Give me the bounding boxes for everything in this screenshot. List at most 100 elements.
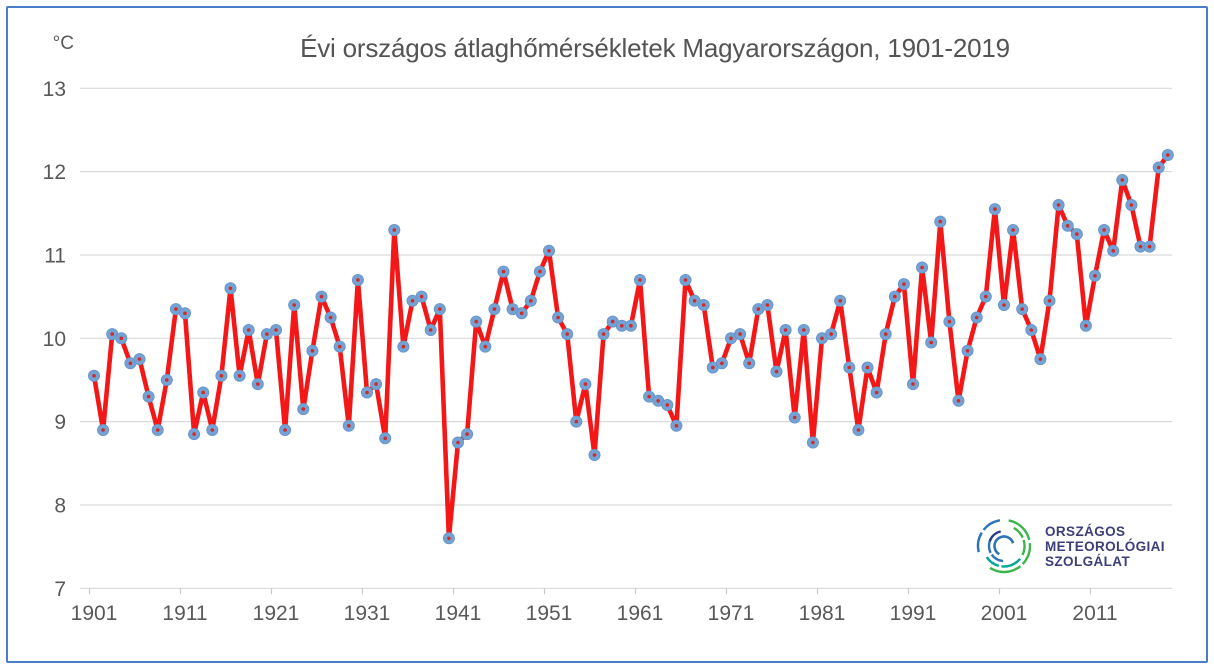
data-point-marker-dot	[811, 440, 815, 445]
x-axis-tick-label: 1911	[162, 602, 207, 625]
y-axis-tick-label: 9	[54, 411, 66, 434]
data-point-marker-dot	[174, 307, 178, 311]
y-axis-unit-label: °C	[52, 33, 74, 54]
data-point-marker-dot	[192, 432, 196, 436]
data-point-marker-dot	[328, 315, 333, 320]
data-point-marker-dot	[1029, 328, 1034, 332]
omsz-logo: ORSZÁGOS METEOROLÓGIAI SZOLGÁLAT	[974, 516, 1165, 576]
x-axis-tick-label: 2001	[981, 602, 1028, 625]
data-point-marker-dot	[492, 307, 497, 311]
data-point-marker-dot	[610, 319, 615, 324]
data-point-marker-dot	[374, 382, 378, 386]
logo-text-line-1: ORSZÁGOS	[1045, 523, 1126, 539]
data-point-marker-dot	[902, 282, 906, 286]
data-point-marker-dot	[219, 374, 224, 378]
data-point-marker-dot	[601, 332, 606, 336]
data-point-marker-dot	[547, 249, 551, 253]
data-point-marker-dot	[829, 332, 833, 336]
data-point-marker-dot	[1047, 299, 1052, 303]
data-point-marker-dot	[137, 357, 142, 361]
data-point-marker-dot	[974, 315, 979, 320]
data-point-marker-dot	[447, 536, 451, 541]
data-point-marker-dot	[310, 349, 315, 353]
data-point-marker-dot	[510, 307, 515, 311]
data-point-marker-dot	[319, 294, 324, 299]
data-point-marker-dot	[647, 394, 651, 399]
x-axis-tick-label: 1951	[526, 602, 573, 625]
data-point-marker-dot	[392, 228, 397, 232]
data-point-marker-dot	[938, 219, 943, 224]
data-point-marker-dot	[1084, 324, 1088, 328]
data-point-marker-dot	[101, 428, 105, 432]
data-point-marker-dot	[620, 324, 624, 328]
data-point-marker-dot	[683, 278, 688, 282]
data-point-marker-dot	[1065, 224, 1070, 228]
data-point-marker-dot	[965, 349, 970, 353]
y-axis-tick-label: 13	[43, 78, 66, 101]
data-point-marker-dot	[1111, 249, 1115, 253]
data-point-marker-dot	[1120, 178, 1125, 182]
data-point-marker-dot	[665, 403, 670, 407]
data-point-marker-dot	[765, 303, 770, 307]
data-point-marker-dot	[802, 328, 806, 332]
data-point-marker-dot	[756, 307, 761, 311]
data-point-marker-dot	[865, 365, 870, 370]
data-point-marker-dot	[984, 294, 988, 299]
data-point-marker-dot	[283, 428, 287, 432]
data-point-marker-dot	[1011, 228, 1015, 232]
data-point-marker-dot	[838, 299, 842, 303]
data-point-marker-dot	[874, 390, 879, 395]
data-point-marker-dot	[519, 311, 524, 316]
data-point-marker-dot	[1002, 303, 1006, 307]
y-axis-tick-label: 10	[43, 328, 66, 351]
data-point-marker-dot	[774, 369, 779, 374]
data-point-marker-dot	[592, 453, 597, 457]
data-point-marker-dot	[401, 344, 406, 349]
data-point-marker-dot	[1147, 244, 1152, 249]
y-axis-tick-label: 8	[54, 494, 66, 517]
data-point-marker-dot	[1166, 153, 1170, 157]
data-point-marker-dot	[638, 278, 642, 282]
data-point-marker-dot	[301, 407, 306, 411]
data-point-marker-dot	[1156, 165, 1161, 170]
data-point-marker-dot	[383, 436, 388, 441]
y-axis-tick-label: 11	[44, 244, 66, 267]
x-axis-tick-label: 1961	[617, 602, 664, 625]
x-axis-tick-label: 1981	[799, 602, 846, 625]
data-point-marker-dot	[237, 374, 242, 378]
data-point-marker-dot	[1038, 357, 1043, 361]
data-point-marker-dot	[583, 382, 588, 386]
data-point-marker-dot	[711, 365, 715, 370]
data-point-marker-dot	[847, 365, 852, 370]
data-point-marker-dot	[474, 319, 479, 324]
x-axis-tick-label: 1941	[435, 602, 482, 625]
omsz-logo-icon	[976, 518, 1032, 574]
data-point-marker-dot	[956, 399, 961, 403]
data-point-marker-dot	[165, 378, 169, 382]
data-point-marker-dot	[701, 303, 706, 307]
logo-text-line-3: SZOLGÁLAT	[1045, 553, 1131, 569]
data-point-marker-dot	[92, 374, 96, 378]
data-point-marker-dot	[729, 336, 733, 341]
data-point-marker-dot	[201, 390, 205, 395]
data-point-marker-dot	[538, 269, 542, 274]
y-axis-tick-label: 12	[43, 161, 66, 184]
data-point-marker-dot	[929, 340, 933, 345]
data-point-marker-dot	[820, 336, 824, 341]
data-point-marker-dot	[1093, 274, 1097, 278]
data-point-marker-dot	[292, 303, 297, 307]
chart-title: Évi országos átlaghőmérsékletek Magyaror…	[300, 33, 1010, 63]
data-point-marker-dot	[747, 361, 751, 366]
data-point-marker-dot	[419, 294, 424, 299]
data-point-marker-dot	[529, 299, 533, 303]
data-point-marker-dot	[993, 207, 997, 211]
x-axis-tick-label: 1901	[71, 602, 118, 625]
data-point-marker-dot	[692, 299, 697, 303]
data-point-marker-dot	[556, 315, 560, 320]
data-point-marker-dot	[155, 428, 160, 432]
data-point-marker-dot	[428, 328, 433, 332]
data-point-marker-dot	[920, 265, 924, 270]
data-point-marker-dot	[255, 382, 260, 386]
data-point-marker-dot	[246, 328, 251, 332]
data-point-marker-dot	[274, 328, 278, 332]
